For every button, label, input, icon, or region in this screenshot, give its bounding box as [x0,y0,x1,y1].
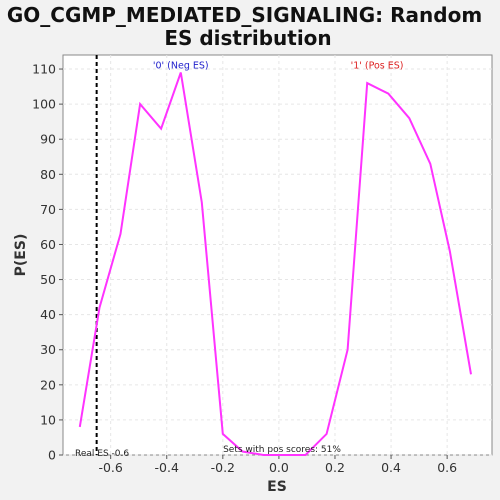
x-tick-label: -0.2 [211,460,235,475]
y-tick-label: 60 [40,237,56,252]
plot-area [62,54,493,456]
chart-title: GO_CGMP_MEDIATED_SIGNALING: Random ES di… [7,3,489,50]
x-tick-label: 0.4 [381,460,401,475]
x-tick-label: 0.6 [437,460,457,475]
y-axis-label: P(ES) [13,234,29,277]
y-tick-label: 80 [40,167,56,182]
y-tick-label: 100 [32,97,56,112]
data-series [78,72,472,456]
annotations: '0' (Neg ES) '1' (Pos ES) [153,61,404,72]
x-tick-label: -0.4 [155,460,179,475]
x-axis-label: ES [267,479,287,495]
y-tick-label: 10 [40,412,56,427]
x-tick-label: 0.2 [325,460,345,475]
y-tick-label: 70 [40,202,56,217]
y-tick-label: 90 [40,132,56,147]
y-tick-label: 30 [40,342,56,357]
y-tick-label: 110 [32,62,56,77]
real-es-label: Real ES -0.6 [75,449,129,459]
y-tick-label: 50 [40,272,56,287]
chart-title-line-1: GO_CGMP_MEDIATED_SIGNALING: Random [7,3,482,27]
chart-title-line-2: ES distribution [164,26,331,50]
y-tick-label: 20 [40,377,56,392]
annotation-label: '0' (Neg ES) [153,61,209,72]
x-axis: -0.6 -0.4 -0.2 0.0 0.2 0.4 0.6 [98,455,457,475]
y-axis: 0 10 20 30 40 50 60 70 80 90 100 110 [32,62,63,463]
y-tick-label: 0 [48,448,56,463]
x-tick-label: -0.6 [98,460,122,475]
x-tick-label: 0.0 [269,460,289,475]
annotation-label: '1' (Pos ES) [351,61,404,72]
grid-lines [63,55,492,456]
y-tick-label: 40 [40,307,56,322]
series-line [78,72,472,456]
footer-text: Sets with pos scores: 51% [223,445,341,455]
